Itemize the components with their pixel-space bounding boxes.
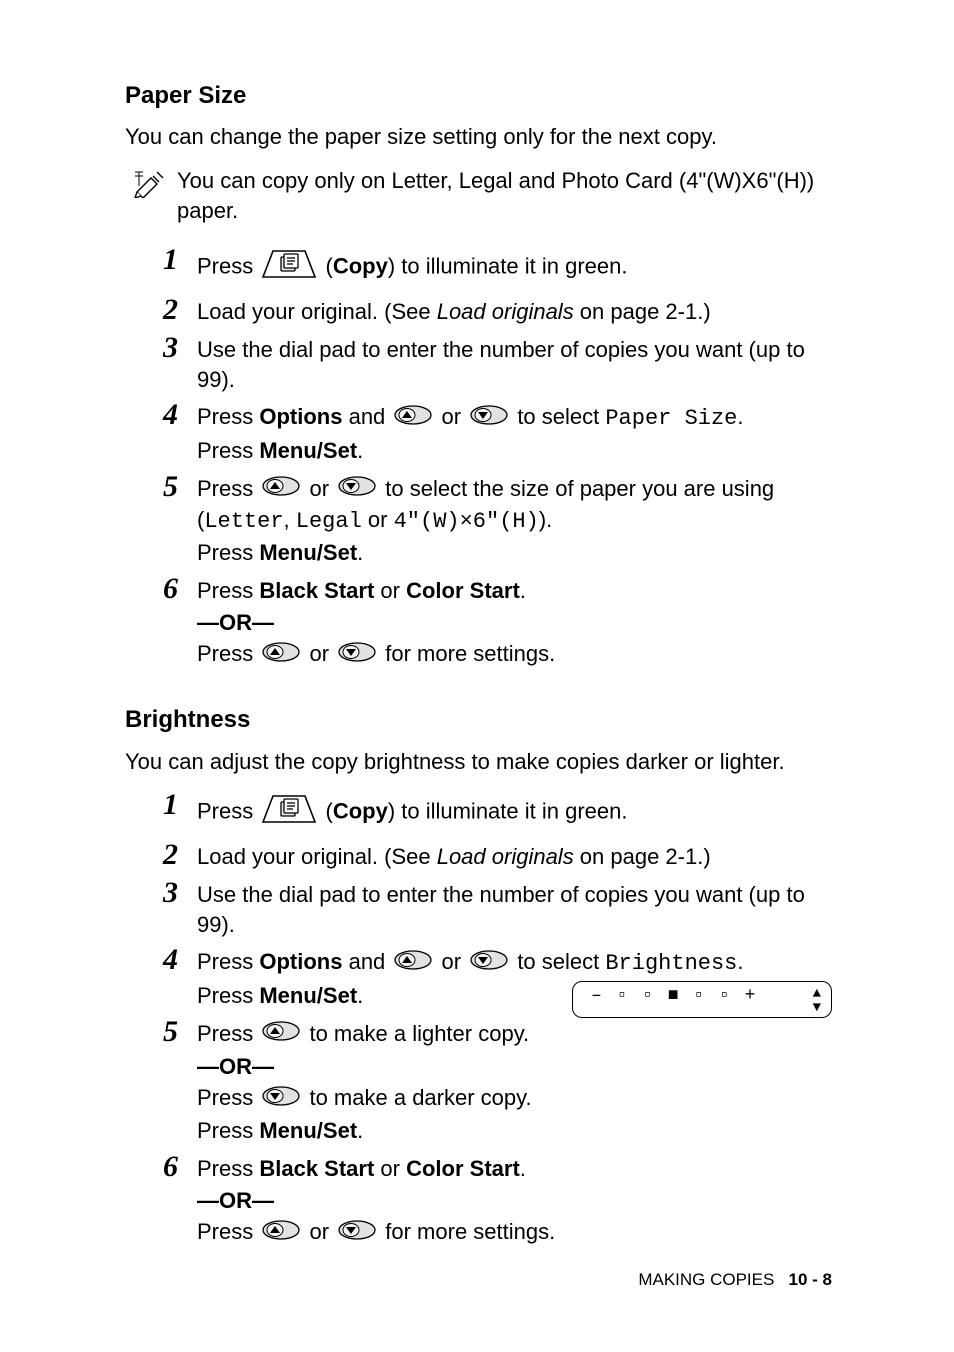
paper-size-note: You can copy only on Letter, Legal and P… xyxy=(125,166,834,225)
step-number: 6 xyxy=(163,1152,197,1182)
step: 4Press Options and or to select Paper Si… xyxy=(163,400,834,467)
step: 4Press Options and or to select Brightne… xyxy=(163,945,834,1012)
down-arrow-icon xyxy=(337,475,377,505)
copy-icon xyxy=(261,247,317,289)
down-arrow-icon xyxy=(337,1219,377,1249)
step: 1Press (Copy) to illuminate it in green. xyxy=(163,245,834,291)
up-arrow-icon xyxy=(261,475,301,505)
step-body: Press Options and or to select Paper Siz… xyxy=(197,400,834,467)
step: 3Use the dial pad to enter the number of… xyxy=(163,878,834,941)
step-body: Press Black Start or Color Start.—OR—Pre… xyxy=(197,574,834,672)
step: 2Load your original. (See Load originals… xyxy=(163,295,834,329)
up-arrow-icon xyxy=(393,404,433,434)
step: 2Load your original. (See Load originals… xyxy=(163,840,834,874)
up-arrow-icon xyxy=(393,949,433,979)
step-number: 1 xyxy=(163,790,197,820)
step-body: Use the dial pad to enter the number of … xyxy=(197,878,834,941)
step-body: Press or to select the size of paper you… xyxy=(197,472,834,570)
step-body: Use the dial pad to enter the number of … xyxy=(197,333,834,396)
step-body: Press (Copy) to illuminate it in green. xyxy=(197,245,834,291)
step: 3Use the dial pad to enter the number of… xyxy=(163,333,834,396)
step: 5Press to make a lighter copy.—OR—Press … xyxy=(163,1017,834,1148)
down-arrow-icon xyxy=(261,1085,301,1115)
step-body: Press to make a lighter copy.—OR—Press t… xyxy=(197,1017,834,1148)
brightness-intro: You can adjust the copy brightness to ma… xyxy=(125,747,834,777)
step-body: Press Black Start or Color Start.—OR—Pre… xyxy=(197,1152,834,1250)
paper-size-intro: You can change the paper size setting on… xyxy=(125,122,834,152)
paper-size-steps: 1Press (Copy) to illuminate it in green.… xyxy=(125,245,834,672)
step: 6Press Black Start or Color Start.—OR—Pr… xyxy=(163,574,834,672)
step-body: Load your original. (See Load originals … xyxy=(197,840,834,874)
up-arrow-icon xyxy=(261,641,301,671)
step-number: 6 xyxy=(163,574,197,604)
step: 1Press (Copy) to illuminate it in green. xyxy=(163,790,834,836)
step-number: 2 xyxy=(163,840,197,870)
step: 6Press Black Start or Color Start.—OR—Pr… xyxy=(163,1152,834,1250)
note-text: You can copy only on Letter, Legal and P… xyxy=(177,166,834,225)
step-number: 3 xyxy=(163,333,197,363)
step-number: 4 xyxy=(163,400,197,430)
step-number: 5 xyxy=(163,472,197,502)
step-number: 4 xyxy=(163,945,197,975)
step-body: Load your original. (See Load originals … xyxy=(197,295,834,329)
up-arrow-icon xyxy=(261,1020,301,1050)
step: 5Press or to select the size of paper yo… xyxy=(163,472,834,570)
footer-label: MAKING COPIES xyxy=(638,1270,774,1289)
footer-page: 10 - 8 xyxy=(789,1270,832,1289)
brightness-steps: 1Press (Copy) to illuminate it in green.… xyxy=(125,790,834,1250)
paper-size-heading: Paper Size xyxy=(125,80,834,112)
step-body: Press (Copy) to illuminate it in green. xyxy=(197,790,834,836)
up-arrow-icon xyxy=(261,1219,301,1249)
step-number: 2 xyxy=(163,295,197,325)
brightness-heading: Brightness xyxy=(125,704,834,736)
down-arrow-icon xyxy=(469,404,509,434)
step-number: 5 xyxy=(163,1017,197,1047)
step-body: Press Options and or to select Brightnes… xyxy=(197,945,834,1012)
down-arrow-icon xyxy=(337,641,377,671)
lcd-display: – ▫ ▫ ■ ▫ ▫ +▲▼ xyxy=(572,981,832,1018)
note-icon xyxy=(133,168,167,206)
copy-icon xyxy=(261,792,317,834)
page-footer: MAKING COPIES 10 - 8 xyxy=(638,1269,832,1292)
step-number: 3 xyxy=(163,878,197,908)
down-arrow-icon xyxy=(469,949,509,979)
step-number: 1 xyxy=(163,245,197,275)
